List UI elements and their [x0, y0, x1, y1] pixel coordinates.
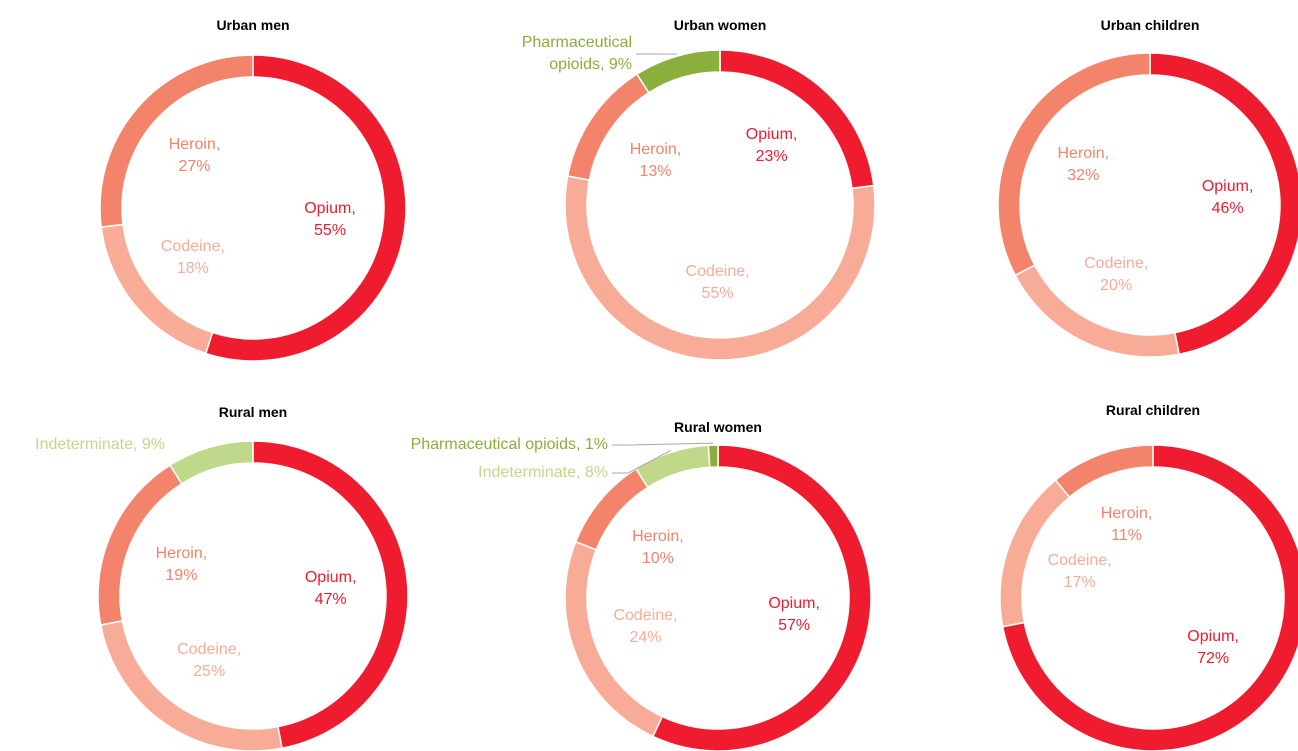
data-label: Heroin, 32%: [1057, 144, 1110, 184]
chart-title: Rural women: [674, 419, 762, 435]
chart-title: Urban children: [1100, 17, 1200, 33]
chart-title: Rural children: [1105, 402, 1201, 418]
donut-segment: [635, 49, 721, 94]
chart-title: Urban men: [216, 17, 290, 33]
data-label: Heroin, 10%: [632, 528, 684, 568]
leader-line: [612, 450, 671, 474]
data-label: Opium, 47%: [304, 568, 357, 608]
data-label: Opium, 72%: [1187, 627, 1239, 667]
leader-line: [612, 442, 714, 446]
donut-segment: [997, 52, 1151, 277]
donut-segment: [707, 444, 719, 469]
chart-title: Rural men: [218, 404, 288, 420]
data-label: Indeterminate, 8%: [478, 464, 608, 481]
donut-segment: [99, 54, 254, 229]
data-label: Opium, 23%: [745, 126, 798, 166]
data-label: Pharmaceutical opioids, 1%: [410, 436, 608, 453]
data-label: Codeine, 18%: [160, 237, 225, 277]
data-label: Indeterminate, 9%: [35, 436, 165, 453]
chart-title: Urban women: [673, 17, 767, 33]
data-label: Opium, 46%: [1201, 177, 1254, 217]
donut-segment: [168, 440, 254, 485]
data-label: Heroin, 19%: [155, 545, 208, 585]
data-label: Opium, 57%: [768, 595, 820, 634]
donut-segment: [1054, 444, 1154, 499]
data-label: Codeine, 25%: [177, 640, 242, 680]
data-label: Opium, 55%: [304, 200, 356, 240]
data-label: Codeine, 17%: [1047, 551, 1112, 591]
data-label: Heroin, 11%: [1100, 504, 1153, 544]
data-label: Codeine, 20%: [1084, 255, 1149, 295]
data-label: Pharmaceutical opioids, 9%: [521, 34, 632, 73]
data-label: Heroin, 27%: [168, 136, 221, 176]
data-label: Heroin, 13%: [629, 141, 682, 181]
data-label: Codeine, 55%: [685, 262, 750, 302]
donut-segment: [634, 444, 711, 489]
donut-segment: [1001, 444, 1298, 751]
data-label: Codeine, 24%: [613, 606, 678, 646]
